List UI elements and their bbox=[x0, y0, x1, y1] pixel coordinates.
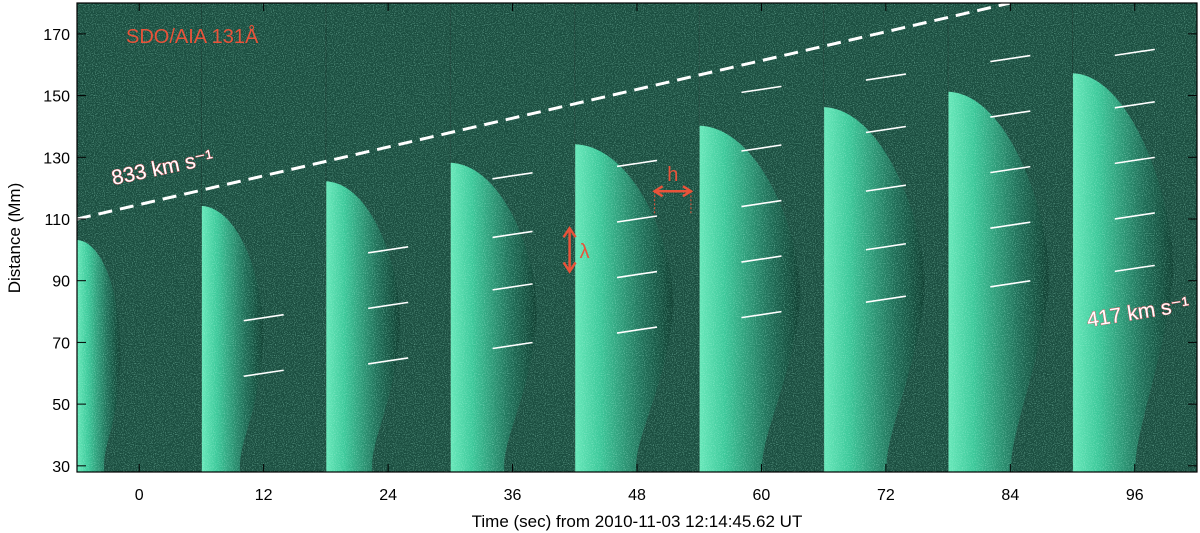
wave-mark bbox=[492, 230, 533, 239]
x-tick-label: 60 bbox=[753, 487, 771, 504]
x-tick-label: 36 bbox=[504, 487, 522, 504]
x-tick-label: 0 bbox=[135, 487, 144, 504]
wave-mark bbox=[990, 221, 1031, 229]
wave-mark bbox=[1114, 212, 1155, 220]
wave-mark bbox=[243, 369, 284, 378]
y-tick-label: 50 bbox=[52, 397, 70, 414]
wave-mark bbox=[367, 357, 409, 365]
lambda-label: λ bbox=[580, 241, 590, 263]
wave-mark bbox=[616, 326, 658, 334]
axes: 0 12 24 36 48 60 72 84 96 30 50 70 90 110 130 150 170 bbox=[43, 3, 1197, 504]
wave-mark bbox=[492, 283, 533, 291]
wave-mark bbox=[865, 73, 907, 81]
y-tick-label: 30 bbox=[52, 459, 70, 476]
wave-mark bbox=[741, 199, 782, 208]
wave-mark bbox=[367, 246, 409, 254]
speed-lines bbox=[77, 3, 1011, 221]
wave-mark bbox=[990, 54, 1031, 63]
y-tick-label: 170 bbox=[43, 27, 70, 44]
wave-mark bbox=[616, 215, 658, 223]
y-tick-label: 150 bbox=[43, 89, 70, 106]
wave-mark bbox=[990, 110, 1031, 118]
wave-mark bbox=[865, 242, 907, 251]
wave-mark bbox=[243, 313, 284, 322]
x-tick-label: 48 bbox=[628, 487, 646, 504]
y-tick-label: 70 bbox=[52, 335, 70, 352]
h-label: h bbox=[667, 164, 678, 186]
instrument-label: SDO/AIA 131Å bbox=[126, 25, 259, 48]
y-axis-title: Distance (Mm) bbox=[5, 183, 24, 294]
wave-mark bbox=[990, 279, 1031, 288]
lambda-arrow-head-top bbox=[562, 225, 577, 238]
wave-mark bbox=[741, 85, 782, 94]
y-tick-label: 130 bbox=[43, 150, 70, 167]
x-tick-label: 96 bbox=[1126, 487, 1144, 504]
wave-mark bbox=[741, 255, 782, 263]
wave-mark bbox=[741, 144, 782, 152]
y-tick-label: 90 bbox=[52, 274, 70, 291]
wave-mark bbox=[1114, 156, 1155, 165]
wave-mark bbox=[616, 159, 658, 168]
wave-mark bbox=[1114, 48, 1155, 57]
wave-mark bbox=[492, 171, 533, 180]
wave-marks bbox=[243, 48, 1155, 378]
wave-mark bbox=[865, 125, 907, 134]
y-tick-label: 110 bbox=[44, 212, 70, 229]
speed-line-833 bbox=[77, 3, 1011, 221]
wave-mark bbox=[492, 341, 533, 350]
wave-mark bbox=[990, 165, 1031, 174]
image-noise bbox=[77, 3, 1197, 472]
x-tick-label: 84 bbox=[1001, 487, 1019, 504]
h-arrow-head-right bbox=[682, 185, 694, 198]
x-tick-label: 72 bbox=[877, 487, 895, 504]
wave-mark bbox=[865, 184, 907, 192]
wave-mark bbox=[1114, 101, 1155, 109]
wave-mark bbox=[865, 295, 907, 304]
h-arrow-head-left bbox=[652, 185, 664, 198]
lambda-arrow-head-bottom bbox=[562, 261, 577, 274]
x-axis-title: Time (sec) from 2010-11-03 12:14:45.62 U… bbox=[472, 512, 803, 531]
x-tick-label: 24 bbox=[379, 487, 397, 504]
wave-mark bbox=[367, 301, 409, 310]
wave-mark bbox=[616, 270, 658, 279]
x-tick-label: 12 bbox=[255, 487, 273, 504]
wave-mark bbox=[741, 310, 782, 319]
wave-mark bbox=[1114, 264, 1155, 273]
